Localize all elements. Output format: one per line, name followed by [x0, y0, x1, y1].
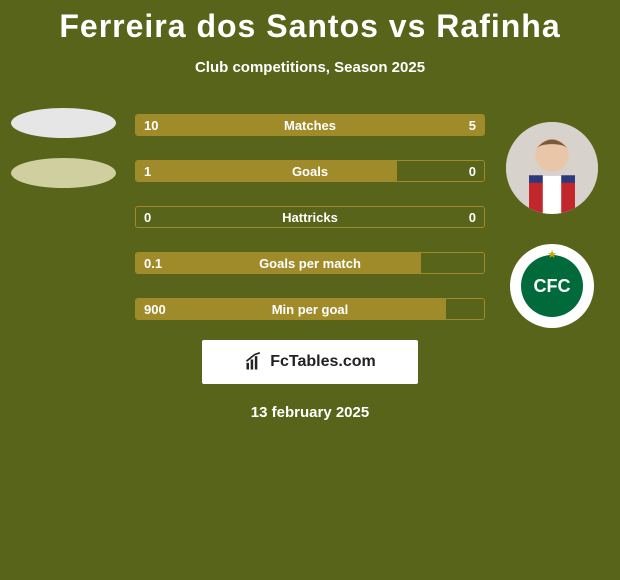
page-title: Ferreira dos Santos vs Rafinha	[0, 0, 620, 45]
stat-label: Goals	[136, 164, 484, 179]
stat-label: Matches	[136, 118, 484, 133]
stat-label: Goals per match	[136, 256, 484, 271]
stats-bars: 10Matches51Goals00Hattricks00.1Goals per…	[135, 114, 485, 320]
stat-row: 0.1Goals per match	[135, 252, 485, 274]
watermark[interactable]: FcTables.com	[202, 340, 418, 384]
subtitle: Club competitions, Season 2025	[0, 59, 620, 76]
stat-row: 900Min per goal	[135, 298, 485, 320]
stat-row: 10Matches5	[135, 114, 485, 136]
stat-label: Hattricks	[136, 210, 484, 225]
watermark-text: FcTables.com	[270, 353, 376, 371]
date-text: 13 february 2025	[0, 404, 620, 421]
stat-row: 1Goals0	[135, 160, 485, 182]
stat-right-value: 0	[469, 210, 476, 225]
comparison-area: 10Matches51Goals00Hattricks00.1Goals per…	[0, 114, 620, 320]
stat-label: Min per goal	[136, 302, 484, 317]
stat-right-value: 5	[469, 118, 476, 133]
chart-icon	[244, 352, 264, 372]
stat-right-value: 0	[469, 164, 476, 179]
stat-row: 0Hattricks0	[135, 206, 485, 228]
